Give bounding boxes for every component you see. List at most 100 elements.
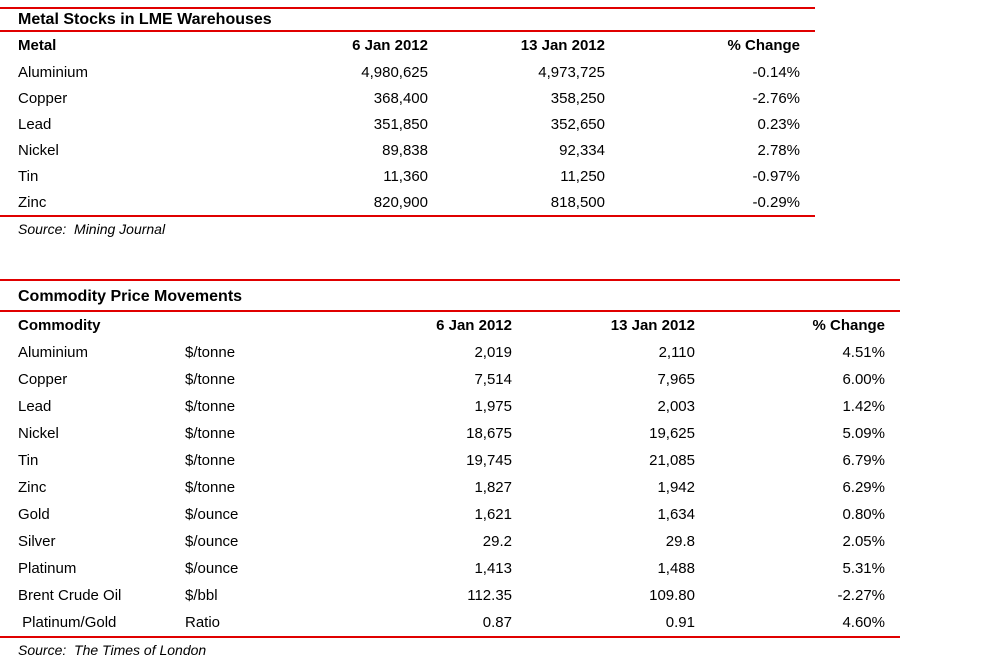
price-6jan: 1,413 [474,560,512,577]
price-6jan: 1,827 [474,479,512,496]
price-13jan: 7,965 [657,371,695,388]
price-13jan: 0.91 [665,614,695,631]
column-header-13jan: 13 Jan 2012 [520,37,605,54]
column-header-6jan: 6 Jan 2012 [352,37,428,54]
red-divider-under-title [0,310,900,312]
commodity-unit: $/ounce [185,506,239,523]
metal-stocks-section: Metal Stocks in LME Warehouses Metal 6 J… [0,7,815,237]
report-page: Metal Stocks in LME Warehouses Metal 6 J… [0,7,999,666]
pct-change: -0.14% [752,63,800,81]
commodity-unit: $/ounce [185,533,239,550]
price-13jan: 2,110 [658,344,695,361]
stock-6jan: 4,980,625 [361,63,428,81]
stock-13jan: 92,334 [559,141,605,159]
metal-name: Aluminium [18,63,89,81]
table-row: Copper 368,400 358,250 -2.76% [0,85,800,111]
price-6jan: 7,514 [474,371,512,388]
source-note: Source: The Times of London [18,642,207,658]
metal-name: Lead [18,115,52,133]
column-header-commodity: Commodity [18,317,101,334]
price-13jan: 19,625 [649,425,695,442]
price-6jan: 112.35 [467,587,512,604]
red-divider-bottom [0,636,900,638]
price-6jan: 2,019 [474,344,512,361]
pct-change: 4.51% [842,344,885,361]
commodity-name: Nickel [18,425,59,442]
commodity-unit: $/tonne [185,452,236,469]
red-divider-under-title [0,30,815,32]
table-row: Aluminium 4,980,625 4,973,725 -0.14% [0,59,800,85]
table-header-row: Metal 6 Jan 2012 13 Jan 2012 % Change [0,32,800,59]
commodity-prices-table: Commodity 6 Jan 2012 13 Jan 2012 % Chang… [0,312,885,636]
price-13jan: 109.80 [649,587,695,604]
price-6jan: 18,675 [466,425,512,442]
commodity-unit: $/tonne [185,371,236,388]
commodity-unit: Ratio [185,614,221,631]
metal-name: Nickel [18,141,59,159]
table-row: Platinum $/ounce 1,413 1,488 5.31% [0,555,885,582]
commodity-unit: $/tonne [185,344,236,361]
commodity-unit: $/ounce [185,560,239,577]
stock-13jan: 4,973,725 [538,63,605,81]
table-row: Gold $/ounce 1,621 1,634 0.80% [0,501,885,528]
table-row: Zinc 820,900 818,500 -0.29% [0,189,800,215]
price-13jan: 1,634 [657,506,695,523]
commodity-prices-section: Commodity Price Movements Commodity 6 Ja… [0,279,900,658]
pct-change: -0.29% [752,193,800,211]
stock-13jan: 358,250 [550,89,605,107]
commodity-unit: $/bbl [185,587,218,604]
table-row: Silver $/ounce 29.2 29.8 2.05% [0,528,885,555]
stock-13jan: 352,650 [550,115,605,133]
commodity-name: Platinum [18,560,77,577]
pct-change: -2.27% [837,587,885,604]
column-header-pct-change: % Change [812,317,885,334]
commodity-unit: $/tonne [185,425,236,442]
commodity-name: Lead [18,398,52,415]
pct-change: 6.00% [842,371,885,388]
commodity-name: Gold [18,506,50,523]
stock-6jan: 820,900 [373,193,428,211]
red-divider-bottom [0,215,815,217]
table-row: Aluminium $/tonne 2,019 2,110 4.51% [0,339,885,366]
stock-6jan: 11,360 [383,167,428,185]
table-title: Metal Stocks in LME Warehouses [18,11,272,28]
commodity-name: Tin [18,452,39,469]
commodity-name: Platinum/Gold [18,614,117,631]
stock-6jan: 89,838 [382,141,428,159]
pct-change: 0.23% [757,115,800,133]
table-row: Zinc $/tonne 1,827 1,942 6.29% [0,474,885,501]
pct-change: 6.79% [842,452,885,469]
price-6jan: 29.2 [482,533,512,550]
metal-stocks-table: Metal 6 Jan 2012 13 Jan 2012 % Change Al… [0,32,800,215]
commodity-name: Brent Crude Oil [18,587,122,604]
commodity-name: Copper [18,371,68,388]
price-6jan: 0.87 [482,614,512,631]
metal-name: Zinc [18,193,47,211]
pct-change: 6.29% [842,479,885,496]
column-header-13jan: 13 Jan 2012 [610,317,695,334]
pct-change: 0.80% [842,506,885,523]
pct-change: 4.60% [842,614,885,631]
red-divider-top [0,279,900,281]
stock-6jan: 351,850 [373,115,428,133]
pct-change: -2.76% [752,89,800,107]
price-6jan: 1,975 [474,398,512,415]
pct-change: 5.09% [842,425,885,442]
table-row: Nickel $/tonne 18,675 19,625 5.09% [0,420,885,447]
stock-6jan: 368,400 [373,89,428,107]
price-13jan: 2,003 [657,398,695,415]
table-row: Lead 351,850 352,650 0.23% [0,111,800,137]
table-row: Nickel 89,838 92,334 2.78% [0,137,800,163]
source-note: Source: Mining Journal [18,221,166,237]
table-title: Commodity Price Movements [18,288,243,305]
table-row: Brent Crude Oil $/bbl 112.35 109.80 -2.2… [0,582,885,609]
table-row: Lead $/tonne 1,975 2,003 1.42% [0,393,885,420]
price-6jan: 19,745 [466,452,512,469]
price-13jan: 29.8 [665,533,695,550]
metal-name: Copper [18,89,68,107]
red-divider-top [0,7,815,9]
pct-change: 2.05% [842,533,885,550]
stock-13jan: 818,500 [550,193,605,211]
commodity-name: Silver [18,533,56,550]
commodity-unit: $/tonne [185,479,236,496]
